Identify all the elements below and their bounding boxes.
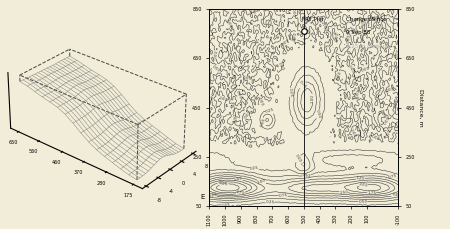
Text: 0.75: 0.75	[279, 193, 288, 198]
Text: FRF Pier: FRF Pier	[302, 16, 324, 22]
Text: 1.00: 1.00	[391, 192, 400, 198]
Text: 0.00: 0.00	[385, 129, 393, 139]
Text: 0.25: 0.25	[287, 87, 292, 97]
Text: 0.00: 0.00	[231, 113, 236, 123]
Text: 0.75: 0.75	[297, 80, 307, 89]
Text: 1.75: 1.75	[367, 191, 376, 195]
Text: 0.00: 0.00	[225, 19, 232, 29]
Text: 0.25: 0.25	[265, 108, 275, 114]
Text: 0.00: 0.00	[383, 116, 391, 126]
Text: 0.00: 0.00	[214, 50, 219, 60]
Text: 0.75: 0.75	[388, 173, 398, 180]
Text: 1.50: 1.50	[234, 177, 243, 182]
Text: 0.00: 0.00	[219, 96, 229, 102]
Text: 0.00: 0.00	[276, 62, 284, 71]
Text: 0.00: 0.00	[234, 90, 242, 100]
Text: 1.25: 1.25	[356, 176, 365, 181]
Text: 0.00: 0.00	[378, 109, 387, 119]
Text: 1.25: 1.25	[207, 193, 217, 199]
Text: 0.50: 0.50	[260, 117, 267, 127]
Text: 0.00: 0.00	[336, 71, 343, 80]
Text: 0.00: 0.00	[211, 65, 220, 74]
Text: 0.00: 0.00	[294, 153, 302, 163]
Text: 0.00: 0.00	[394, 48, 401, 58]
Text: 0.00: 0.00	[300, 15, 308, 25]
Text: 0.00: 0.00	[291, 8, 295, 17]
Text: 1.50: 1.50	[339, 190, 348, 195]
Text: 0.00: 0.00	[281, 38, 291, 47]
Text: 0.25 m contours: 0.25 m contours	[346, 44, 392, 49]
Text: 0.25: 0.25	[265, 200, 274, 205]
Text: 0.25: 0.25	[250, 166, 259, 171]
Text: Changes Since: Changes Since	[346, 16, 387, 22]
Text: 2.25: 2.25	[219, 181, 229, 187]
Text: 9 Sep 88: 9 Sep 88	[346, 30, 371, 35]
Text: 0.50: 0.50	[358, 199, 368, 204]
Text: 1.75: 1.75	[235, 191, 245, 196]
Text: 0.00: 0.00	[371, 15, 380, 21]
Text: 0.00: 0.00	[292, 31, 298, 41]
Text: 2.00: 2.00	[217, 180, 227, 185]
Text: 0.00: 0.00	[346, 34, 351, 44]
Text: 0.00: 0.00	[321, 23, 328, 33]
Text: 0.50: 0.50	[302, 173, 311, 178]
Text: 2.00: 2.00	[359, 182, 369, 188]
Text: 1.00: 1.00	[257, 178, 266, 185]
Y-axis label: Distance, m: Distance, m	[418, 89, 423, 126]
Text: 0.00: 0.00	[393, 98, 400, 108]
Text: 0.00: 0.00	[347, 65, 356, 74]
Text: 0.00: 0.00	[355, 88, 361, 98]
Text: 0.00: 0.00	[358, 17, 364, 27]
Text: 0.25: 0.25	[221, 203, 230, 208]
Text: 0.50: 0.50	[315, 109, 321, 119]
Text: 0.00: 0.00	[370, 134, 380, 142]
X-axis label: E: E	[200, 194, 205, 200]
Text: 0.00: 0.00	[243, 110, 252, 120]
Text: 1.00: 1.00	[310, 94, 315, 103]
Text: 0.00: 0.00	[385, 87, 395, 93]
Text: 0.00: 0.00	[256, 97, 264, 107]
Text: 0.00: 0.00	[349, 129, 357, 139]
Text: 0.00: 0.00	[335, 32, 340, 41]
Text: 0.00: 0.00	[361, 65, 371, 73]
Text: 0.00: 0.00	[395, 72, 399, 81]
Text: 0.00: 0.00	[252, 6, 262, 15]
Text: 0.00: 0.00	[243, 76, 252, 81]
